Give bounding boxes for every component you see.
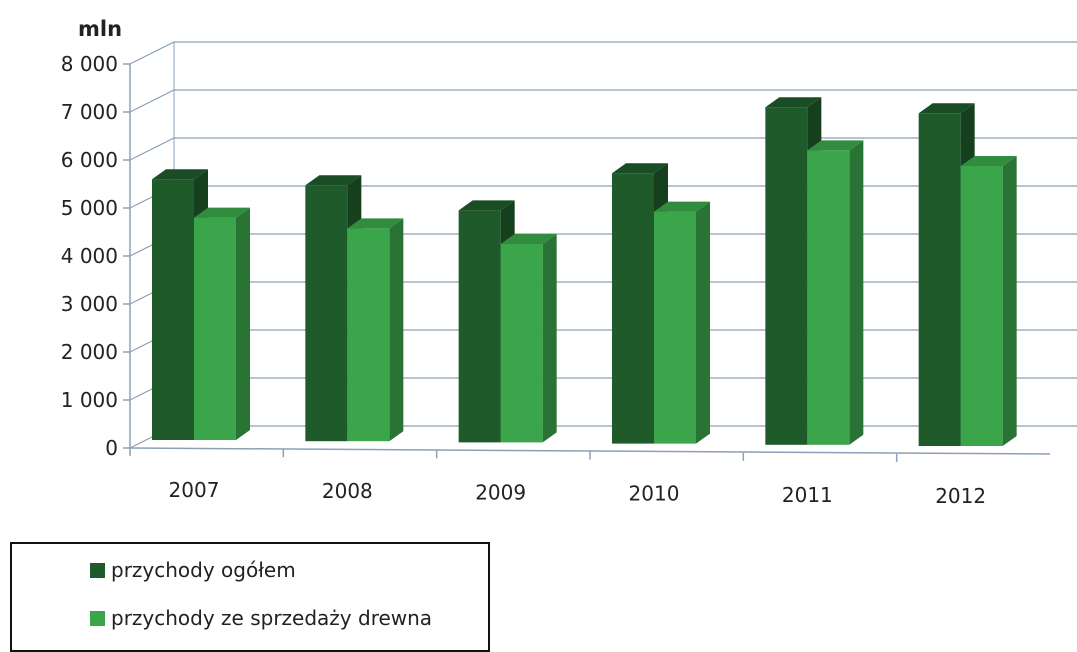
bar-top (500, 234, 557, 244)
legend-swatch-wood (90, 610, 105, 626)
legend: przychody ogółem przychody ze sprzedaży … (10, 542, 490, 652)
x-tick-label: 2010 (629, 482, 680, 506)
bar-chart: 0 1 000 2 000 3 000 4 000 5 000 6 000 7 000 8 00… (61, 17, 1077, 508)
x-tick-label: 2009 (475, 480, 526, 504)
legend-label-wood: przychody ze sprzedaży drewna (111, 606, 433, 630)
bar-top (654, 201, 710, 212)
y-tick-label: 6 000 (61, 148, 118, 172)
bar-side (542, 234, 557, 443)
legend-swatch-total (90, 562, 105, 578)
bar-side (236, 207, 250, 440)
bar (807, 150, 850, 445)
x-axis (129, 447, 1051, 455)
bar-top (918, 103, 975, 114)
bar-top (612, 163, 668, 174)
chart: 0 1 000 2 000 3 000 4 000 5 000 6 000 7 000 8 00… (10, 17, 1077, 652)
bar-top (152, 169, 208, 180)
y-tick-label: 3 000 (61, 292, 118, 316)
bar-top (305, 175, 362, 186)
y-tick-label: 7 000 (61, 100, 118, 124)
bar (458, 210, 501, 443)
bar (194, 217, 236, 440)
bar-top (807, 140, 864, 151)
x-tick-label: 2008 (322, 479, 373, 503)
bar (654, 211, 696, 444)
x-tick-label: 2011 (782, 483, 833, 507)
bar (765, 107, 808, 445)
bar-side (696, 201, 710, 444)
bar-top (765, 97, 822, 108)
x-tick-label: 2012 (935, 484, 986, 508)
bar (960, 166, 1003, 446)
bar-side (1002, 156, 1017, 446)
x-tick-label: 2007 (169, 478, 220, 502)
gridline (129, 41, 1077, 65)
bar-side (849, 140, 864, 445)
y-tick-label: 4 000 (61, 244, 118, 268)
legend-item-total: przychody ogółem (90, 558, 296, 582)
bar-top (194, 207, 250, 218)
y-tick-label: 5 000 (61, 196, 118, 220)
bar-top (458, 200, 515, 211)
bar (612, 173, 654, 444)
y-unit-label: mln (78, 17, 122, 41)
bar-top (347, 218, 404, 229)
bar (305, 185, 348, 442)
y-tick-label: 2 000 (61, 340, 118, 364)
bar-side (389, 218, 404, 442)
y-tick-label: 0 (105, 436, 118, 460)
bar (500, 244, 543, 443)
bar-top (960, 156, 1017, 166)
bar (347, 228, 390, 442)
bar (152, 179, 194, 440)
y-tick-label: 1 000 (61, 388, 118, 412)
legend-label-total: przychody ogółem (111, 558, 296, 582)
y-tick-label: 8 000 (61, 52, 118, 76)
legend-item-wood: przychody ze sprzedaży drewna (90, 606, 432, 630)
bar (918, 113, 961, 446)
